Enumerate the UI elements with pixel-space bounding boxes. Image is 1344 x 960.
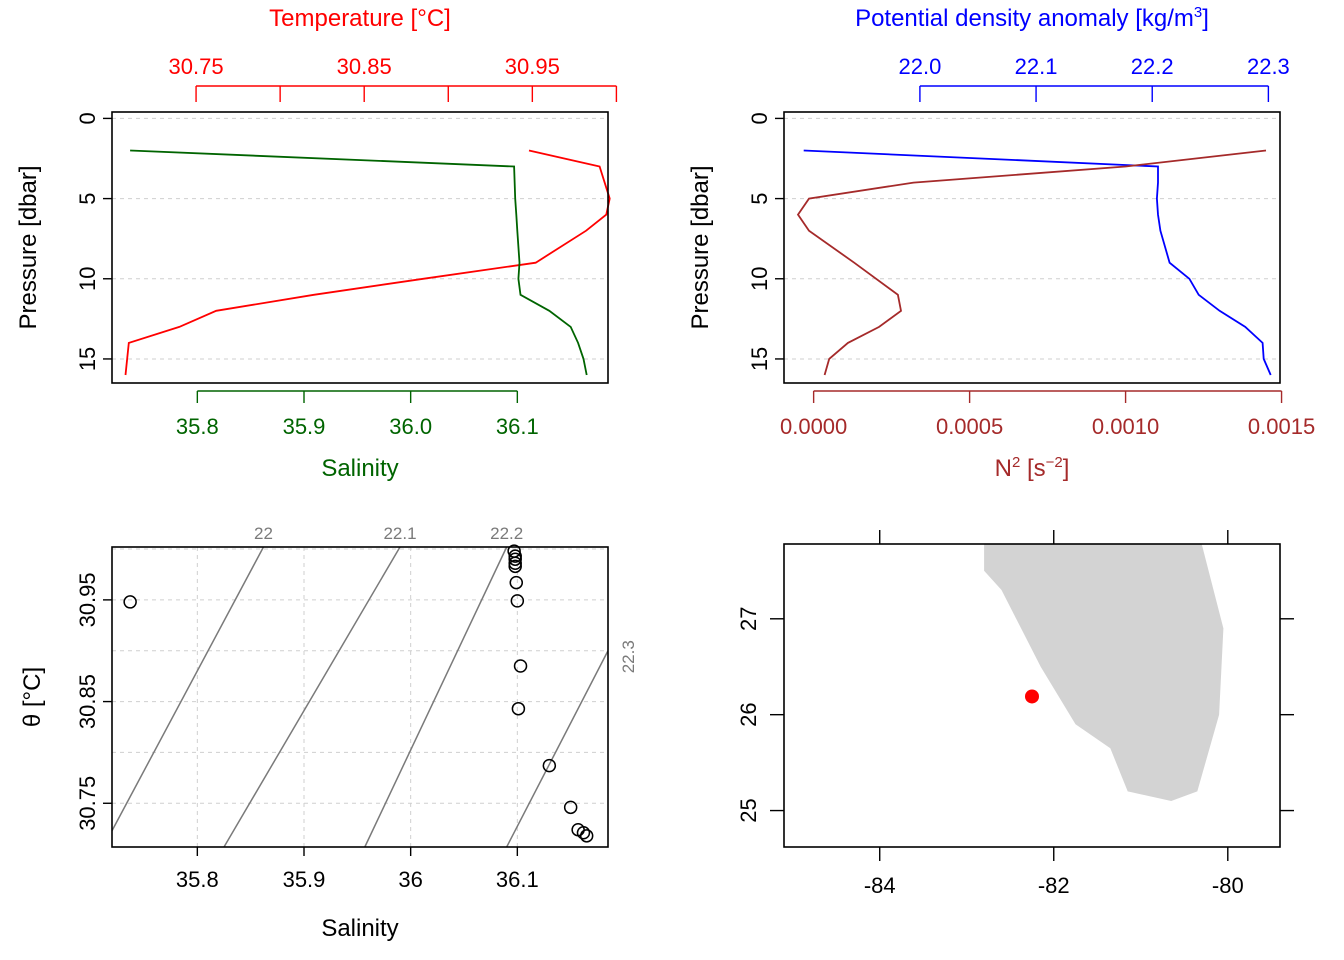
y-tick-label: 25: [736, 798, 761, 822]
x-tick-label: 35.9: [283, 867, 326, 892]
label-part: 2: [1012, 454, 1020, 471]
label-part: N: [995, 455, 1012, 482]
data-point: [509, 575, 524, 590]
plot-frame: [111, 111, 609, 384]
y-tick-label: 5: [747, 192, 772, 204]
isopycnal-line: [506, 650, 609, 848]
label-part: 3: [1194, 4, 1202, 21]
map-frame: [783, 543, 1281, 848]
bottom-tick-label: 0.0005: [936, 414, 1003, 439]
y-tick-label: 15: [75, 347, 100, 371]
land-polygon: [984, 544, 1224, 801]
series-line-1: [130, 149, 588, 376]
bottom-tick-label: 35.9: [283, 414, 326, 439]
top-tick-label: 22.2: [1131, 54, 1174, 79]
isopycnal-line: [364, 546, 508, 848]
series-line-0: [803, 149, 1272, 376]
x-tick-label: 35.8: [176, 867, 219, 892]
data-point: [563, 800, 578, 815]
y-tick-label: 0: [747, 112, 772, 124]
top-tick-label: 22.3: [1247, 54, 1290, 79]
top-tick-label: 22.1: [1015, 54, 1058, 79]
top-axis-label: Temperature [°C]: [269, 5, 451, 32]
x-tick-label: 36: [398, 867, 422, 892]
data-point: [513, 659, 528, 673]
x-axis-label: Salinity: [321, 915, 398, 942]
y-axis-label: Pressure [dbar]: [687, 165, 714, 329]
x-tick-label: -80: [1212, 873, 1244, 898]
bottom-tick-label: 36.0: [389, 414, 432, 439]
data-point: [542, 758, 557, 773]
top-axis-label: Potential density anomaly [kg/m3​]: [855, 4, 1209, 32]
label-part: [s: [1020, 455, 1045, 482]
isopycnal-label: 22.3: [619, 640, 638, 673]
plot-frame: [111, 546, 609, 848]
label-part: Potential density anomaly [kg/m: [855, 5, 1194, 32]
station-map-panel: -84 -82 -80 25 26 27: [736, 530, 1294, 898]
y-tick-label: 30.75: [75, 776, 100, 831]
y-tick-label: 30.95: [75, 572, 100, 627]
y-tick-label: 10: [747, 267, 772, 291]
series-line-0: [124, 149, 611, 376]
data-point: [508, 552, 522, 566]
label-part: Salinity: [321, 455, 398, 482]
y-tick-label: 10: [75, 267, 100, 291]
data-point: [123, 595, 137, 609]
y-tick-label: 30.85: [75, 674, 100, 729]
bottom-tick-label: 36.1: [496, 414, 539, 439]
y-axis-label: θ [°C]: [19, 667, 46, 727]
bottom-tick-label: 0.0000: [780, 414, 847, 439]
y-tick-label: 0: [75, 112, 100, 124]
bottom-axis-label: Salinity: [321, 455, 398, 482]
top-tick-label: 30.95: [505, 54, 560, 79]
bottom-axis-label: N2​ [s−2​]: [995, 454, 1070, 482]
top-tick-label: 22.0: [898, 54, 941, 79]
isopycnal-label: 22: [254, 524, 273, 543]
data-point: [511, 701, 526, 716]
series-line-1: [796, 149, 1267, 376]
y-axis-label: Pressure [dbar]: [15, 165, 42, 329]
label-part: ]: [1063, 455, 1070, 482]
data-point: [576, 826, 591, 840]
isopycnal-line: [111, 546, 265, 832]
bottom-tick-label: 35.8: [176, 414, 219, 439]
isopycnal-line: [223, 546, 401, 848]
top-tick-label: 30.85: [337, 54, 392, 79]
label-part: Temperature [°C]: [269, 5, 451, 32]
data-point: [510, 594, 525, 608]
y-tick-label: 27: [736, 607, 761, 631]
x-tick-label: -84: [864, 873, 896, 898]
y-tick-label: 26: [736, 702, 761, 726]
density-n2-profile-panel: 0 5 10 15 Pressure [dbar] 22.0 22.1 22.2 22.3 Pot…: [687, 4, 1315, 482]
data-point: [508, 559, 522, 574]
y-tick-label: 15: [747, 347, 772, 371]
bottom-tick-label: 0.0015: [1248, 414, 1315, 439]
temperature-salinity-profile-panel: 0 5 10 15 Pressure [dbar] 30.75 30.85 30.95 Temp…: [15, 5, 618, 482]
plot-frame: [783, 111, 1281, 384]
y-tick-label: 5: [75, 192, 100, 204]
isopycnal-label: 22.1: [383, 524, 416, 543]
station-marker: [1025, 689, 1039, 704]
isopycnal-label: 22.2: [490, 524, 523, 543]
label-part: ]: [1202, 5, 1209, 32]
top-tick-label: 30.75: [169, 54, 224, 79]
data-point: [579, 829, 594, 843]
label-part: −2: [1046, 454, 1063, 471]
ts-diagram-panel: 22 22.1 22.2 22.3 35.8 35.9 36 36.1 Salinity 30.7…: [19, 524, 638, 942]
x-tick-label: 36.1: [496, 867, 539, 892]
x-tick-label: -82: [1038, 873, 1070, 898]
bottom-tick-label: 0.0010: [1092, 414, 1159, 439]
